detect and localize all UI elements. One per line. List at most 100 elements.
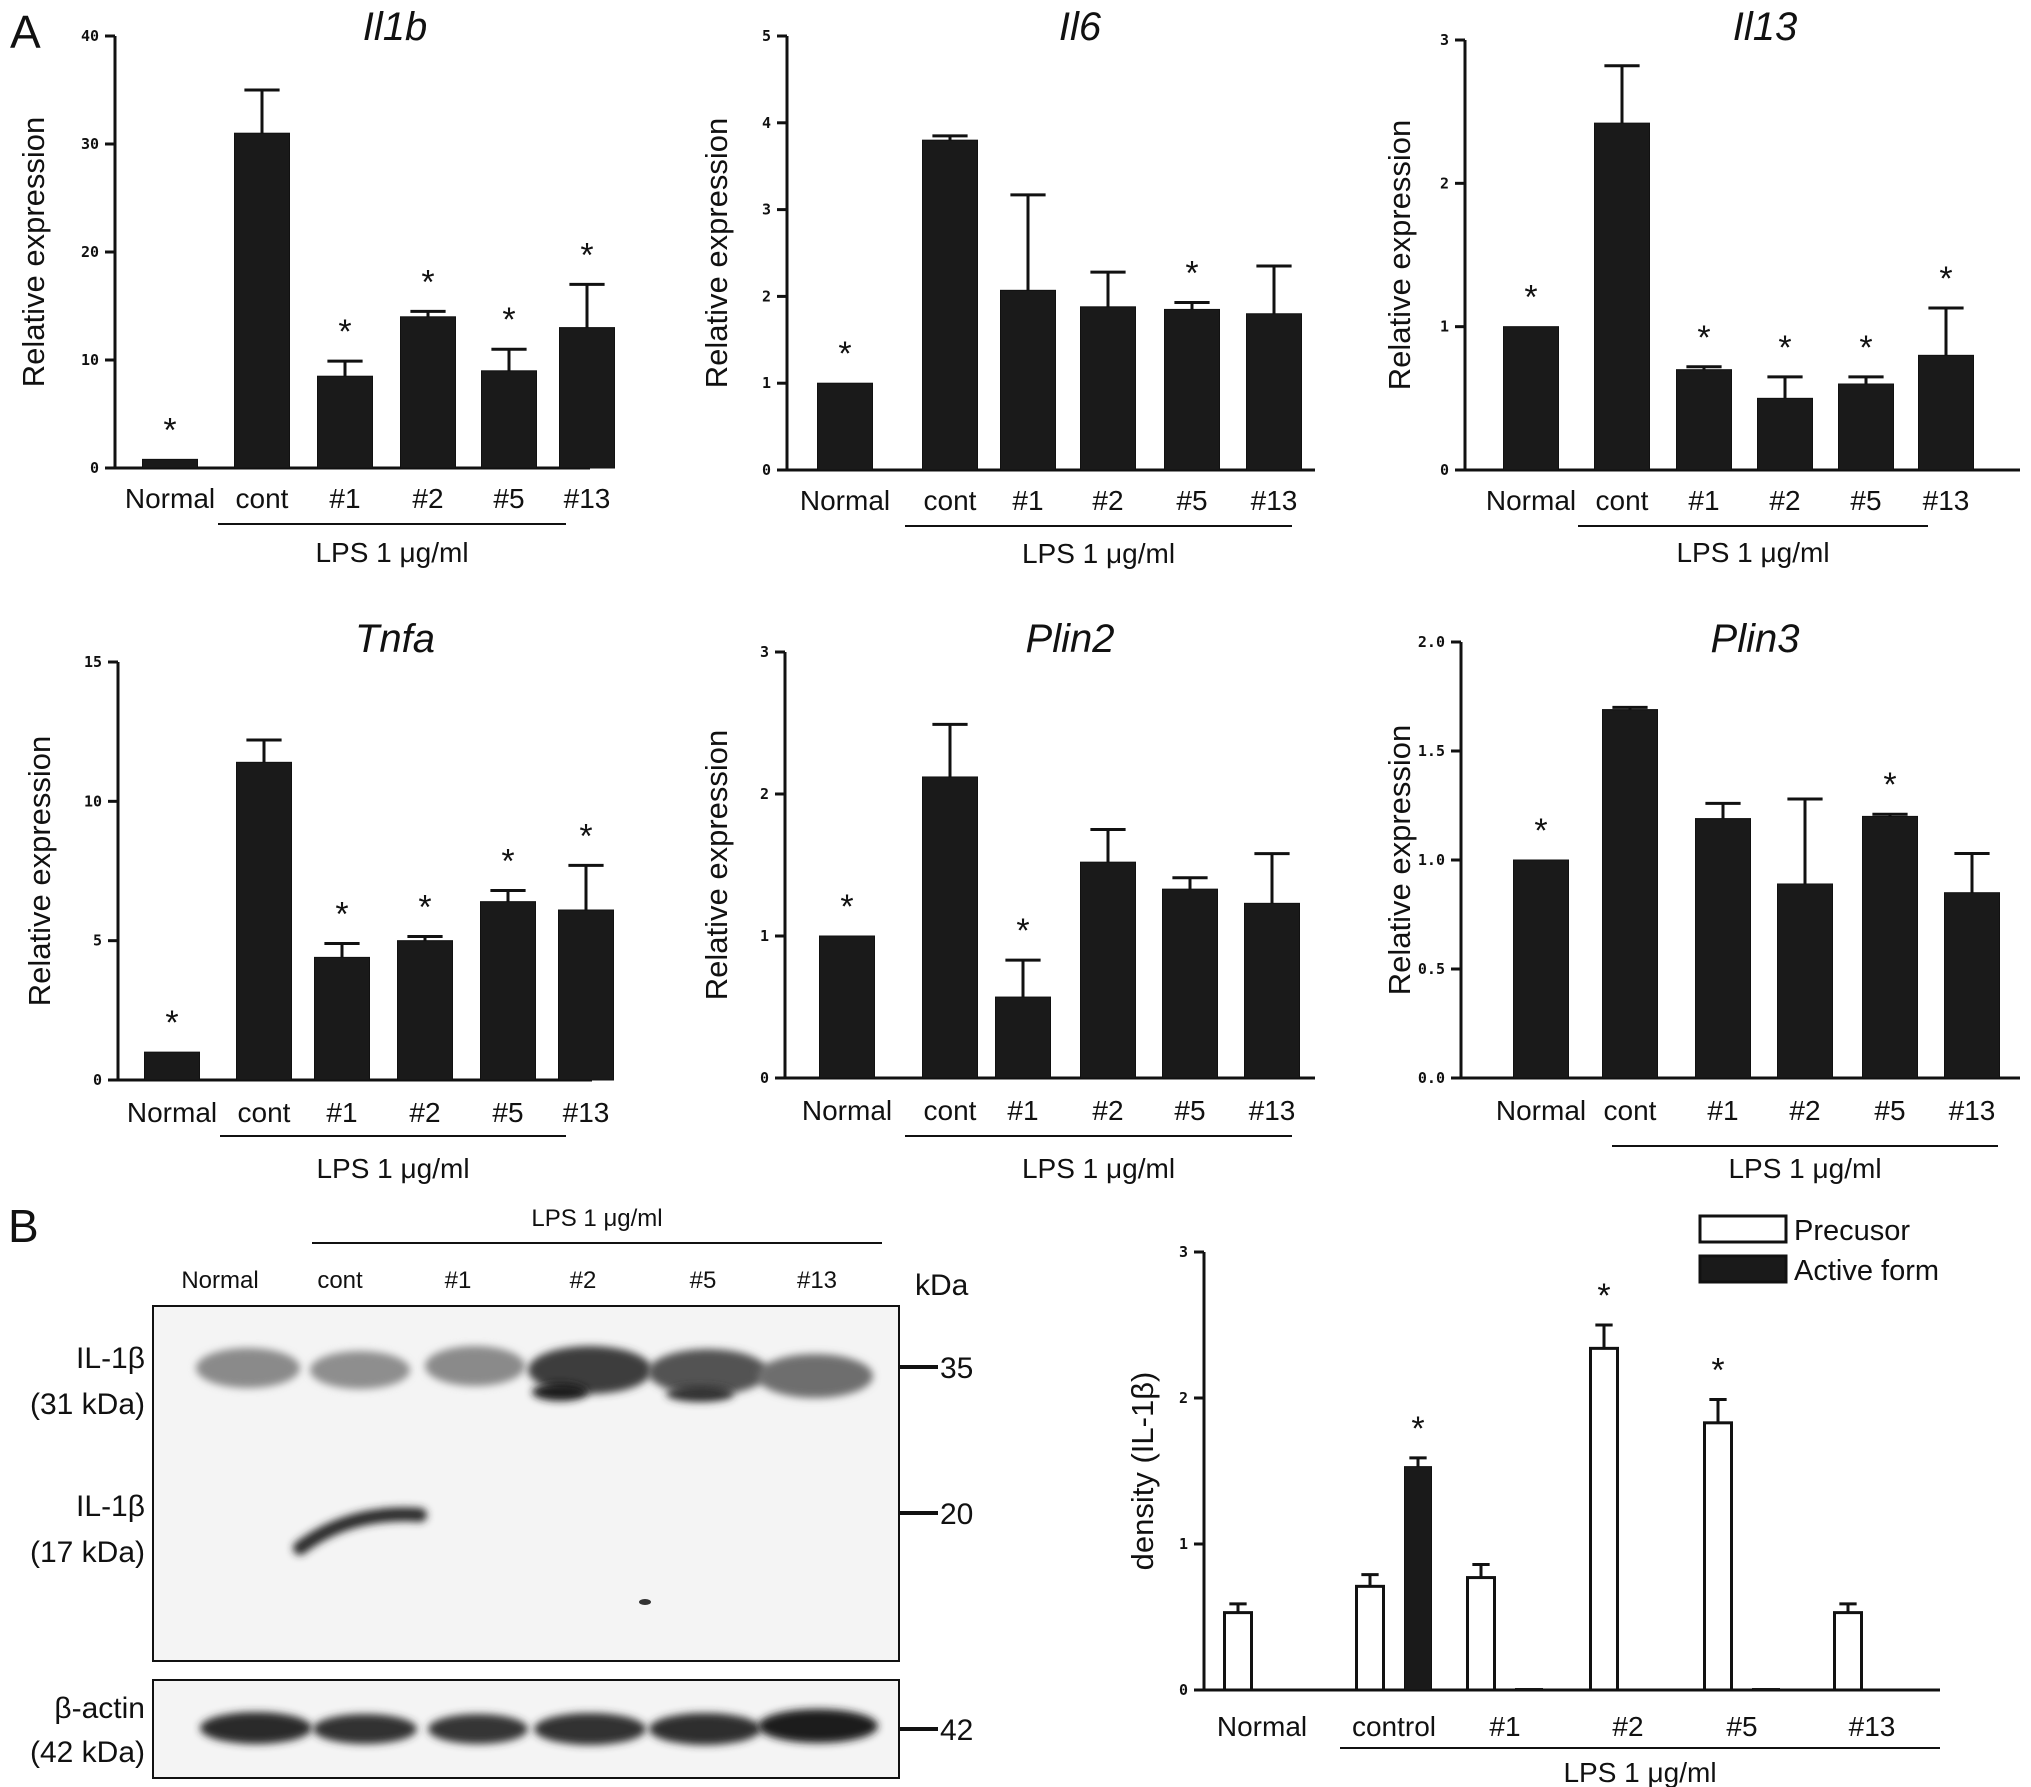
bar <box>397 940 453 1081</box>
y-tick-label: 3 <box>760 643 769 661</box>
y-axis-label: density (IL-1β) <box>1125 1372 1160 1571</box>
row-label-il1b-precursor: IL-1β <box>76 1342 145 1375</box>
group-label: LPS 1 μg/ml <box>1563 1757 1716 1787</box>
bar <box>1513 859 1569 1079</box>
row-label-il1b-active-kda: (17 kDa) <box>30 1536 145 1569</box>
x-tick-label: Normal <box>802 1095 892 1126</box>
x-tick-label: #13 <box>1251 485 1298 516</box>
bar <box>1838 383 1894 471</box>
x-tick-label: #5 <box>1176 485 1207 516</box>
y-tick-label: 40 <box>81 27 99 45</box>
significance-star: * <box>502 301 515 339</box>
legend-swatch <box>1698 1214 1788 1244</box>
x-tick-label: #5 <box>492 1097 523 1128</box>
bar <box>558 909 614 1081</box>
bar <box>1503 326 1559 471</box>
y-tick-label: 3 <box>1440 31 1449 49</box>
significance-star: * <box>580 236 593 274</box>
bar-active-form <box>1272 1688 1300 1691</box>
precursor-bands <box>196 1346 873 1402</box>
y-axis-label: Relative expression <box>699 118 734 389</box>
bar <box>1080 306 1136 471</box>
y-tick-label: 1.5 <box>1418 742 1445 760</box>
y-tick-label: 0 <box>762 461 771 479</box>
row-label-actin: β-actin <box>54 1692 145 1725</box>
significance-star: * <box>1778 329 1791 367</box>
significance-star: * <box>421 263 434 301</box>
blot-lane-label: #13 <box>797 1267 837 1294</box>
y-tick-label: 5 <box>93 932 102 950</box>
significance-star: * <box>1883 766 1896 804</box>
x-tick-label: #5 <box>1874 1095 1905 1126</box>
x-tick-label: Normal <box>127 1097 217 1128</box>
y-tick-label: 1 <box>762 374 771 392</box>
x-tick-label: cont <box>236 483 289 514</box>
y-tick-label: 3 <box>1179 1243 1188 1261</box>
panel-letter-a: A <box>10 6 41 58</box>
x-tick-label: #5 <box>1850 485 1881 516</box>
bar-precursor <box>1355 1584 1385 1692</box>
marker-label: 42 <box>940 1714 973 1747</box>
x-tick-label: Normal <box>1496 1095 1586 1126</box>
x-tick-label: control <box>1352 1711 1436 1742</box>
group-label: LPS 1 μg/ml <box>316 1153 469 1184</box>
row-label-il1b-precursor-kda: (31 kDa) <box>30 1388 145 1421</box>
y-tick-label: 3 <box>762 201 771 219</box>
significance-star: * <box>418 888 431 926</box>
bar <box>1000 289 1056 471</box>
x-tick-label: #13 <box>564 483 611 514</box>
bar <box>317 375 373 469</box>
y-tick-label: 0.5 <box>1418 960 1445 978</box>
significance-star: * <box>840 888 853 926</box>
chart-title: Il13 <box>1733 5 1798 49</box>
significance-star: * <box>1697 319 1710 357</box>
row-label-actin-kda: (42 kDa) <box>30 1736 145 1769</box>
blot-speck <box>639 1599 651 1605</box>
chart-title: Plin2 <box>1026 617 1115 661</box>
x-tick-label: #2 <box>1789 1095 1820 1126</box>
y-tick-label: 1 <box>1440 318 1449 336</box>
bar <box>1164 308 1220 471</box>
y-tick-label: 10 <box>81 351 99 369</box>
significance-star: * <box>1524 279 1537 317</box>
bar <box>144 1051 200 1081</box>
bar <box>1695 818 1751 1079</box>
x-tick-label: #1 <box>329 483 360 514</box>
y-tick-label: 2 <box>760 785 769 803</box>
significance-star: * <box>1597 1277 1610 1315</box>
blot-lane-label: #2 <box>570 1267 597 1294</box>
significance-star: * <box>579 817 592 855</box>
y-tick-label: 20 <box>81 243 99 261</box>
y-tick-label: 10 <box>84 792 102 810</box>
blot-lane-label: #5 <box>690 1267 717 1294</box>
bar <box>1862 815 1918 1079</box>
bar <box>922 139 978 471</box>
bar-precursor <box>1833 1611 1863 1692</box>
y-tick-label: 5 <box>762 27 771 45</box>
chart-title: Plin3 <box>1711 617 1800 661</box>
x-tick-label: #2 <box>412 483 443 514</box>
significance-star: * <box>1859 329 1872 367</box>
x-tick-label: #5 <box>493 483 524 514</box>
y-tick-label: 2 <box>1179 1389 1188 1407</box>
x-tick-label: cont <box>1596 485 1649 516</box>
bar <box>142 458 198 469</box>
y-axis-label: Relative expression <box>16 117 51 388</box>
bar <box>1162 888 1218 1079</box>
bar <box>1594 122 1650 471</box>
legend-swatch <box>1698 1254 1788 1284</box>
bar <box>1244 902 1300 1079</box>
y-tick-label: 0 <box>90 459 99 477</box>
x-tick-label: #1 <box>1489 1711 1520 1742</box>
marker-label: 20 <box>940 1498 973 1531</box>
significance-star: * <box>1411 1410 1424 1448</box>
bar-active-form <box>1515 1688 1543 1691</box>
chart-title: Il6 <box>1059 5 1102 49</box>
significance-star: * <box>335 895 348 933</box>
legend-label: Active form <box>1794 1255 1939 1287</box>
actin-bands <box>200 1709 878 1745</box>
x-tick-label: #5 <box>1726 1711 1757 1742</box>
x-tick-label: #13 <box>1949 1095 1996 1126</box>
